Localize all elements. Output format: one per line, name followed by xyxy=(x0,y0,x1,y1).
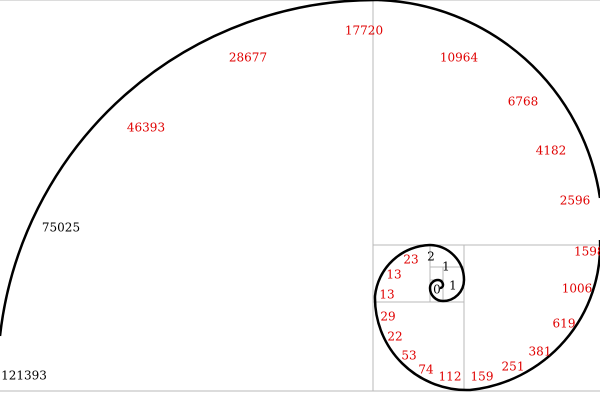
label-2: 2 xyxy=(427,250,435,264)
label-23: 23 xyxy=(403,253,418,267)
label-619: 619 xyxy=(553,317,576,331)
label-112: 112 xyxy=(439,370,462,384)
label-46393: 46393 xyxy=(127,121,165,135)
label-17720: 17720 xyxy=(345,24,383,38)
label-13: 13 xyxy=(386,268,401,282)
fibonacci-labels: 0 1 1 2 23 13 13 29 22 53 74 112 159 251… xyxy=(1,24,600,384)
label-10964: 10964 xyxy=(440,51,479,65)
label-1: 1 xyxy=(442,260,450,274)
label-1: 1 xyxy=(449,279,457,293)
label-75025: 75025 xyxy=(42,221,80,235)
label-159: 159 xyxy=(471,370,494,384)
label-22: 22 xyxy=(387,330,402,344)
spiral-arc-inner xyxy=(428,243,466,303)
label-13: 13 xyxy=(379,288,394,302)
label-53: 53 xyxy=(401,349,416,363)
label-6768: 6768 xyxy=(508,95,539,109)
label-0: 0 xyxy=(433,283,441,297)
label-1598: 1598 xyxy=(574,245,600,259)
label-1006: 1006 xyxy=(562,282,593,296)
spiral-arc-large xyxy=(0,0,600,337)
label-74: 74 xyxy=(418,363,434,377)
label-28677: 28677 xyxy=(229,51,267,65)
label-4182: 4182 xyxy=(536,144,567,158)
label-29: 29 xyxy=(380,310,395,324)
label-2596: 2596 xyxy=(560,194,591,208)
spiral-arc-outer-loop xyxy=(373,240,600,392)
label-381: 381 xyxy=(529,345,552,359)
label-121393: 121393 xyxy=(1,369,47,383)
label-251: 251 xyxy=(502,360,525,374)
